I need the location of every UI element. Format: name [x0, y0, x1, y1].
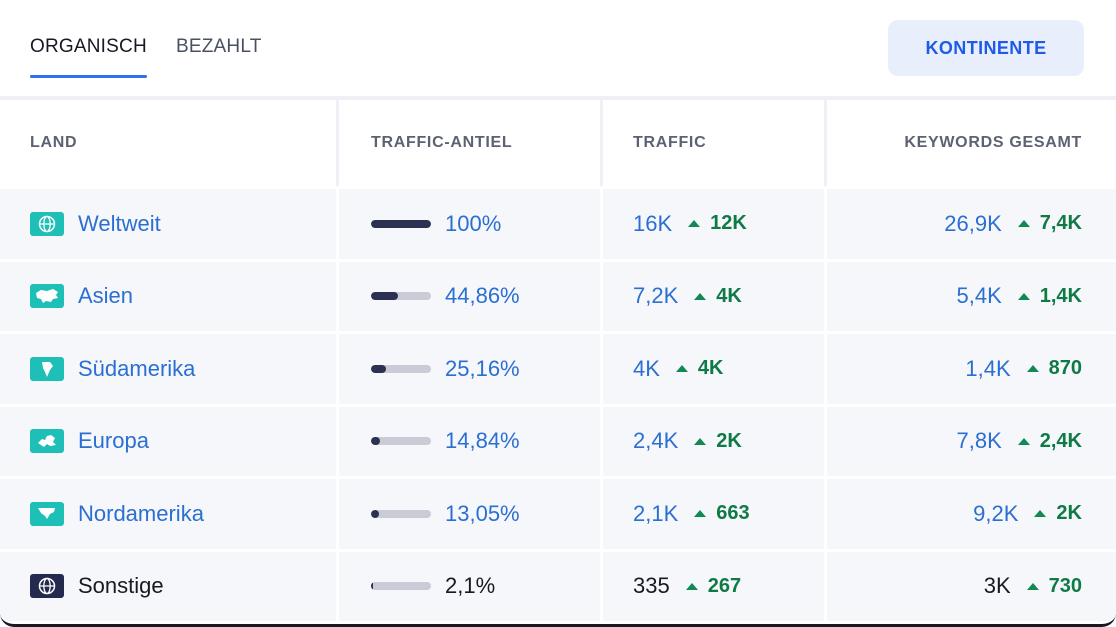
trend-up-icon: [675, 365, 688, 373]
traffic-value[interactable]: 16K: [633, 210, 673, 236]
table-header: LAND TRAFFIC-ANTIEL TRAFFIC KEYWORDS GES…: [0, 96, 1116, 186]
traffic-share-bar-fill: [371, 364, 387, 373]
keywords-delta: 2K: [1056, 502, 1082, 525]
keywords-value[interactable]: 7,8K: [956, 428, 1002, 454]
traffic-share-bar-fill: [371, 509, 379, 518]
country-name[interactable]: Nordamerika: [78, 500, 204, 526]
traffic-share-bar: [371, 364, 431, 373]
table-row: Weltweit 100% 16K 12K 26,9K 7,4K: [0, 186, 1116, 259]
keywords-delta: 870: [1048, 357, 1082, 380]
traffic-delta: 267: [707, 574, 742, 597]
traffic-value[interactable]: 7,2K: [633, 283, 679, 309]
traffic-share-bar-fill: [371, 219, 431, 228]
south-america-map-icon: [30, 356, 64, 381]
column-header-traffic[interactable]: TRAFFIC: [633, 134, 707, 151]
keywords-value: 3K: [983, 573, 1011, 599]
trend-up-icon: [688, 220, 701, 228]
traffic-share-bar-fill: [371, 582, 373, 591]
traffic-share-value: 2,1%: [445, 573, 496, 599]
traffic-share-bar-fill: [371, 437, 380, 446]
keywords-value[interactable]: 9,2K: [973, 500, 1019, 526]
globe-icon: [30, 211, 64, 236]
north-america-map-icon: [30, 501, 64, 526]
card-header: ORGANISCH BEZAHLT KONTINENTE: [0, 0, 1116, 96]
europe-map-icon: [30, 429, 64, 454]
tab-bezahlt[interactable]: BEZAHLT: [176, 36, 262, 57]
trend-up-icon: [694, 437, 707, 445]
column-header-traffic-share[interactable]: TRAFFIC-ANTIEL: [371, 134, 513, 151]
table-row: Sonstige 2,1% 335 267 3K 730: [0, 548, 1116, 621]
table-row: Asien 44,86% 7,2K 4K 5,4K 1,4K: [0, 258, 1116, 331]
globe-dark-icon: [30, 574, 64, 599]
country-name: Sonstige: [78, 573, 164, 599]
traffic-share-bar: [371, 509, 431, 518]
trend-up-icon: [685, 582, 698, 590]
traffic-share-bar: [371, 292, 431, 301]
traffic-table: LAND TRAFFIC-ANTIEL TRAFFIC KEYWORDS GES…: [0, 96, 1116, 621]
country-name[interactable]: Europa: [78, 428, 149, 454]
country-name[interactable]: Südamerika: [78, 355, 196, 381]
country-name[interactable]: Weltweit: [78, 210, 161, 236]
traffic-share-value[interactable]: 13,05%: [445, 500, 520, 526]
keywords-delta: 2,4K: [1039, 429, 1082, 452]
keywords-value[interactable]: 5,4K: [956, 283, 1002, 309]
keywords-delta: 730: [1048, 574, 1082, 597]
trend-up-icon: [694, 292, 707, 300]
traffic-share-bar: [371, 219, 431, 228]
trend-up-icon: [1034, 510, 1047, 518]
traffic-delta: 4K: [716, 284, 742, 307]
table-row: Südamerika 25,16% 4K 4K 1,4K 870: [0, 331, 1116, 404]
traffic-value[interactable]: 4K: [633, 355, 660, 381]
trend-up-icon: [694, 510, 707, 518]
trend-up-icon: [1026, 582, 1039, 590]
traffic-share-value[interactable]: 100%: [445, 210, 502, 236]
country-name[interactable]: Asien: [78, 283, 134, 309]
asia-map-icon: [30, 284, 64, 309]
tab-organisch[interactable]: ORGANISCH: [30, 36, 147, 78]
traffic-delta: 2K: [716, 429, 742, 452]
keywords-value[interactable]: 26,9K: [944, 210, 1002, 236]
traffic-value: 335: [633, 573, 670, 599]
column-header-land[interactable]: LAND: [30, 134, 78, 151]
keywords-delta: 1,4K: [1039, 284, 1082, 307]
traffic-share-bar-fill: [371, 292, 398, 301]
traffic-value[interactable]: 2,1K: [633, 500, 679, 526]
traffic-share-value[interactable]: 14,84%: [445, 428, 520, 454]
trend-up-icon: [1026, 365, 1039, 373]
traffic-share-value[interactable]: 44,86%: [445, 283, 520, 309]
traffic-delta: 663: [716, 502, 750, 525]
trend-up-icon: [1017, 220, 1030, 228]
traffic-share-value[interactable]: 25,16%: [445, 355, 520, 381]
table-row: Nordamerika 13,05% 2,1K 663 9,2K 2K: [0, 476, 1116, 549]
traffic-delta: 12K: [710, 212, 747, 235]
kontinente-button[interactable]: KONTINENTE: [888, 20, 1084, 76]
trend-up-icon: [1017, 292, 1030, 300]
table-row: Europa 14,84% 2,4K 2K 7,8K 2,4K: [0, 403, 1116, 476]
traffic-delta: 4K: [697, 357, 724, 380]
traffic-value[interactable]: 2,4K: [633, 428, 679, 454]
traffic-share-bar: [371, 582, 431, 591]
keywords-delta: 7,4K: [1039, 212, 1082, 235]
traffic-share-bar: [371, 437, 431, 446]
trend-up-icon: [1017, 437, 1030, 445]
keywords-value[interactable]: 1,4K: [965, 355, 1011, 381]
column-header-keywords[interactable]: KEYWORDS GESAMT: [904, 134, 1082, 151]
